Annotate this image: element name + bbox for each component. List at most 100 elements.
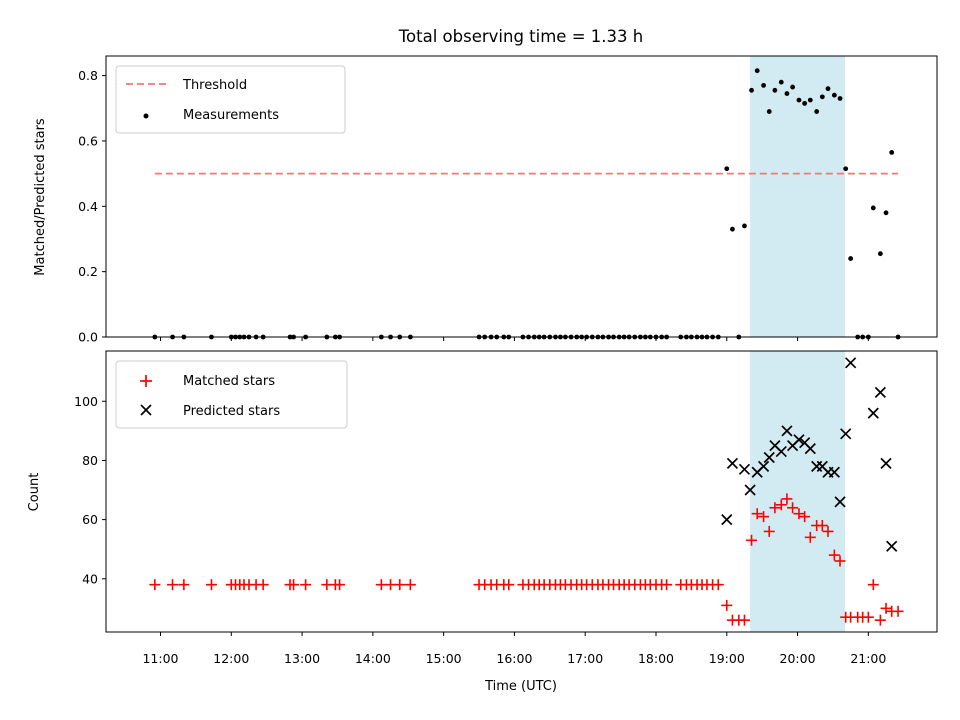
bottom-y-tick-label: 40	[82, 571, 98, 586]
matched-star-point	[758, 511, 770, 523]
bottom-legend-box	[115, 360, 348, 429]
x-tick-label: 19:00	[709, 651, 745, 666]
predicted-star-point	[757, 460, 770, 472]
x-tick-label: 14:00	[355, 651, 391, 666]
predicted-star-point	[840, 428, 852, 440]
matched-star-point	[781, 493, 793, 505]
predicted-star-point	[874, 386, 886, 399]
legend-measurements-marker	[143, 113, 149, 119]
measurement-point	[778, 79, 784, 85]
predicted-star-point	[781, 425, 793, 437]
measurement-point	[837, 96, 843, 101]
predicted-star-point	[845, 357, 857, 369]
x-tick-label: 18:00	[638, 651, 674, 666]
measurement-point	[784, 91, 790, 96]
legend-matched-label: Matched stars	[183, 374, 275, 389]
matched-star-point	[804, 531, 816, 543]
predicted-star-point	[828, 466, 840, 478]
x-tick-label: 16:00	[496, 651, 532, 666]
measurement-point	[825, 86, 831, 92]
observing-span-top	[750, 56, 845, 337]
bottom-legend: Matched stars Predicted stars	[115, 360, 348, 429]
measurement-point	[724, 166, 730, 172]
legend-predicted-label: Predicted stars	[183, 404, 280, 419]
measurement-point	[790, 84, 796, 90]
top-y-tick-label: 0.8	[78, 68, 98, 83]
top-y-tick-label: 0.2	[78, 264, 98, 279]
measurement-point	[819, 94, 825, 100]
bottom-axes-frame	[105, 350, 938, 633]
predicted-star-point	[721, 513, 733, 526]
matched-star-point	[834, 555, 846, 567]
bottom-y-tick-label: 100	[74, 394, 98, 409]
predicted-star-point	[793, 434, 805, 446]
predicted-star-point	[763, 451, 775, 464]
bottom-y-axis: 40 60 80 100	[74, 394, 106, 586]
predicted-star-point	[738, 463, 751, 475]
x-tick-label: 21:00	[850, 651, 886, 666]
measurement-point	[870, 205, 876, 211]
predicted-star-point	[886, 540, 898, 552]
measurement-point	[877, 251, 883, 257]
matched-star-point	[874, 614, 886, 626]
top-y-axis-label: Matched/Predicted stars	[33, 118, 48, 276]
measurement-point	[889, 149, 895, 155]
matched-star-point	[167, 579, 179, 591]
matched-star-point	[738, 614, 750, 626]
matched-star-point	[867, 579, 879, 591]
legend-matched-marker	[140, 375, 152, 387]
measurement-point	[848, 256, 854, 261]
legend-threshold-label: Threshold	[182, 78, 247, 93]
chart-title: Total observing time = 1.33 h	[398, 27, 643, 46]
matched-star-point	[394, 579, 406, 591]
measurement-point	[802, 100, 808, 106]
measurement-point	[807, 97, 813, 103]
bottom-x-axis: 11:00 12:00 13:00 14:00 15:00 16:00 17:00 18:00…	[142, 632, 886, 666]
predicted-star-point	[804, 443, 816, 455]
matched-star-point	[746, 534, 758, 546]
legend-predicted-marker	[140, 404, 152, 416]
matched-star-point	[775, 499, 787, 511]
measurement-point	[730, 226, 735, 232]
matched-star-point	[880, 602, 892, 614]
matched-star-point	[862, 611, 874, 623]
matched-star-point	[288, 579, 300, 591]
matched-star-point	[763, 525, 775, 537]
matched-star-point	[300, 579, 312, 591]
x-tick-label: 20:00	[780, 651, 816, 666]
top-panel: 0.00.20.40.60.8 Matched/Predicted stars …	[33, 55, 938, 345]
measurement-point	[766, 109, 772, 114]
top-x-tick-marks	[160, 337, 869, 341]
predicted-star-point	[867, 407, 879, 419]
top-legend-box	[115, 65, 346, 134]
legend-measurements-label: Measurements	[183, 108, 279, 123]
matched-star-point	[793, 508, 805, 520]
x-tick-label: 15:00	[426, 651, 462, 666]
matched-star-point	[816, 520, 828, 532]
predicted-star-point	[834, 496, 846, 508]
bottom-y-axis-label: Count	[27, 473, 42, 512]
matched-star-point	[205, 579, 217, 591]
measurement-point	[883, 210, 889, 216]
measurement-point	[761, 83, 766, 88]
measurement-point	[772, 87, 778, 93]
matched-star-point	[799, 511, 811, 523]
matched-star-point	[721, 599, 733, 611]
measurement-point	[843, 166, 849, 172]
predicted-star-point	[744, 484, 756, 496]
measurement-point	[742, 223, 747, 229]
top-y-tick-label: 0.4	[78, 199, 98, 214]
matched-star-point	[828, 549, 840, 561]
matched-star-point	[661, 579, 673, 591]
predicted-star-point	[880, 457, 892, 470]
matched-star-point	[178, 579, 190, 591]
measurement-point	[796, 97, 802, 103]
bottom-plot-area	[149, 357, 904, 626]
x-tick-label: 12:00	[213, 651, 249, 666]
x-tick-label: 11:00	[142, 651, 178, 666]
matched-star-point	[751, 508, 763, 520]
matched-star-point	[149, 579, 161, 591]
x-axis-label: Time (UTC)	[484, 679, 557, 694]
matched-star-point	[787, 502, 799, 514]
matched-star-point	[892, 605, 904, 617]
